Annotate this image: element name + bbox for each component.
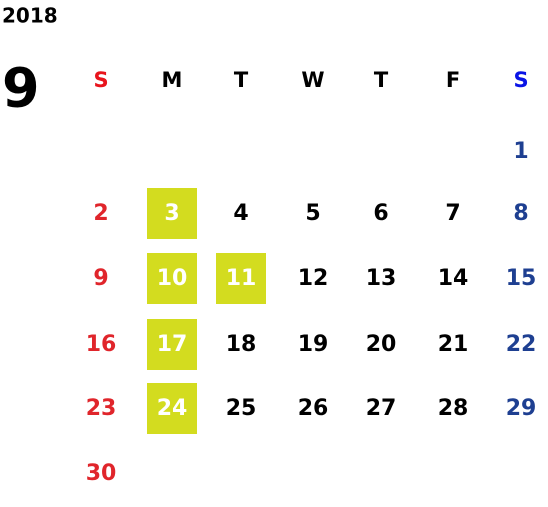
day-highlight (147, 319, 197, 370)
day-number: 12 (298, 266, 329, 291)
day-number: 23 (86, 396, 117, 421)
day-highlight (147, 188, 197, 239)
weekday-label: M (162, 68, 183, 92)
day-number: 17 (157, 332, 188, 357)
weekday-label: T (234, 68, 249, 92)
weekday-label: W (301, 68, 324, 92)
day-number: 10 (157, 266, 188, 291)
day-number: 29 (506, 396, 537, 421)
day-number: 25 (226, 396, 257, 421)
day-number: 19 (298, 332, 329, 357)
weekday-label: F (446, 68, 460, 92)
day-number: 30 (86, 461, 117, 486)
day-number: 24 (157, 396, 188, 421)
day-highlight (147, 253, 197, 304)
day-number: 3 (164, 201, 179, 226)
day-number: 20 (366, 332, 397, 357)
year: 2018 (2, 4, 58, 28)
weekday-label: T (374, 68, 389, 92)
day-number: 28 (438, 396, 469, 421)
day-number: 5 (305, 201, 320, 226)
day-highlight (147, 383, 197, 434)
day-number: 1 (513, 139, 528, 164)
day-highlight (216, 253, 266, 304)
day-number: 7 (445, 201, 460, 226)
day-number: 4 (233, 201, 248, 226)
day-number: 22 (506, 332, 537, 357)
weekday-label: S (93, 68, 108, 92)
day-number: 21 (438, 332, 469, 357)
day-number: 18 (226, 332, 257, 357)
day-number: 6 (373, 201, 388, 226)
day-number: 14 (438, 266, 469, 291)
day-number: 9 (93, 266, 108, 291)
day-number: 27 (366, 396, 397, 421)
day-number: 13 (366, 266, 397, 291)
day-number: 26 (298, 396, 329, 421)
weekday-label: S (513, 68, 528, 92)
day-number: 11 (226, 266, 257, 291)
day-number: 8 (513, 201, 528, 226)
day-number: 16 (86, 332, 117, 357)
day-number: 2 (93, 201, 108, 226)
day-number: 15 (506, 266, 537, 291)
month: 9 (2, 57, 40, 120)
